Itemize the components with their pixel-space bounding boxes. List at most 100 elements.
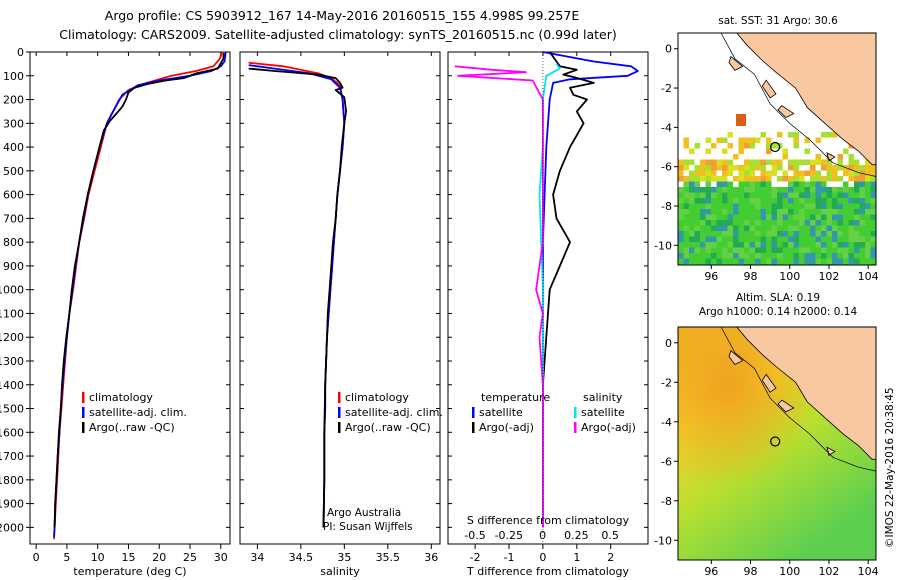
x-tick-label: 30: [214, 551, 228, 564]
difference-xlabel: T difference from climatology: [466, 565, 629, 578]
legend-label: climatology: [345, 391, 409, 404]
depth-tick-label: 1600: [0, 426, 24, 439]
x-tick-label: 20: [152, 551, 166, 564]
sst-map-title: sat. SST: 31 Argo: 30.6: [718, 15, 838, 27]
sst-hot-patch: [736, 114, 746, 126]
legend-header-temperature: temperature: [481, 391, 550, 404]
island: [777, 105, 795, 118]
legend-label: satellite-adj. clim.: [345, 406, 443, 419]
top-tick-label: -0.5: [464, 529, 485, 542]
depth-tick-label: 1300: [0, 355, 24, 368]
x-tick-label: 15: [121, 551, 135, 564]
map-y-tick-label: -6: [661, 455, 672, 468]
map-y-tick-label: 0: [665, 337, 672, 350]
map-y-tick-label: -6: [661, 161, 672, 174]
map-x-tick-label: 96: [704, 270, 718, 283]
x-tick-label: 25: [183, 551, 197, 564]
map-y-tick-label: -8: [661, 495, 672, 508]
salinity-panel-frame: [239, 51, 441, 545]
depth-tick-label: 1100: [0, 307, 24, 320]
map-y-tick-label: 0: [665, 43, 672, 56]
series-line-2-1: [542, 51, 595, 528]
legend-swatch: [338, 392, 341, 403]
sla-map: [678, 327, 876, 560]
legend-label: satellite: [581, 406, 625, 419]
depth-tick-label: 1900: [0, 498, 24, 511]
legend-label: Argo(..raw -QC): [345, 421, 431, 434]
credit-text: ©IMOS 22-May-2016 20:38:45: [884, 387, 896, 548]
x-tick-label: 34: [250, 551, 264, 564]
map-x-tick-label: 98: [744, 270, 758, 283]
x-tick-label: 34.5: [289, 551, 314, 564]
depth-tick-label: 400: [3, 141, 24, 154]
island: [761, 373, 777, 393]
title-line1: Argo profile: CS 5903912_167 14-May-2016…: [105, 8, 580, 23]
depth-tick-label: 800: [3, 236, 24, 249]
series-line-2-3: [454, 65, 544, 528]
map-y-tick-label: -10: [654, 239, 672, 252]
x-tick-label: 35.5: [376, 551, 401, 564]
map-y-tick-label: -2: [661, 376, 672, 389]
salinity-chart: 34 34.5 35 35.5 36 climatology satellite-adj. …: [240, 51, 443, 564]
map-x-tick-label: 100: [779, 270, 800, 283]
map-x-tick-label: 104: [858, 565, 879, 578]
x-tick-label: 2: [607, 551, 614, 564]
island: [777, 399, 795, 413]
salinity-xlabel: salinity: [320, 565, 360, 578]
legend-label: Argo(-adj): [581, 421, 636, 434]
island: [728, 55, 744, 71]
legend-swatch: [472, 407, 475, 418]
depth-tick-label: 300: [3, 117, 24, 130]
map-y-tick-label: -2: [661, 82, 672, 95]
map-x-tick-label: 102: [818, 270, 839, 283]
x-tick-label: 0: [33, 551, 40, 564]
temperature-chart: 0 5 10 15 20 25 30 climatology satellite-adj. cl…: [30, 51, 230, 564]
land-mass: [736, 327, 876, 460]
depth-tick-label: 0: [17, 46, 24, 59]
legend-swatch: [82, 392, 85, 403]
difference-top-label: S difference from climatology: [467, 514, 630, 527]
legend-swatch: [574, 407, 577, 418]
depth-tick-label: 200: [3, 94, 24, 107]
depth-tick-label: 2000: [0, 521, 24, 534]
depth-tick-label: 500: [3, 165, 24, 178]
temperature-panel-frame: [29, 51, 231, 545]
depth-tick-label: 1000: [0, 284, 24, 297]
annotation-line2: PI: Susan Wijffels: [323, 521, 413, 533]
profile-location-marker: [770, 141, 781, 153]
legend-header-salinity: salinity: [583, 391, 623, 404]
legend-label: satellite-adj. clim.: [89, 406, 187, 419]
legend-swatch: [574, 422, 577, 433]
legend-swatch: [82, 407, 85, 418]
profile-location-marker: [770, 436, 781, 447]
x-tick-label: 0: [539, 551, 546, 564]
depth-contour: [720, 327, 876, 472]
legend-swatch: [338, 407, 341, 418]
map-x-tick-label: 100: [779, 565, 800, 578]
top-tick-label: 0: [539, 529, 546, 542]
map-y-tick-label: -4: [661, 416, 672, 429]
depth-tick-label: 900: [3, 260, 24, 273]
map-x-tick-label: 98: [744, 565, 758, 578]
x-tick-label: 36: [424, 551, 438, 564]
series-line-1-2: [248, 67, 348, 528]
depth-axis: 0 100 200 300 400 500 600 700 800 900 1000 1100 1200…: [0, 46, 30, 534]
map-y-tick-label: -8: [661, 200, 672, 213]
x-tick-label: 35: [337, 551, 351, 564]
title-line2: Climatology: CARS2009. Satellite-adjuste…: [59, 27, 616, 42]
map-x-tick-label: 104: [858, 270, 879, 283]
x-tick-label: 1: [573, 551, 580, 564]
legend-swatch: [472, 422, 475, 433]
depth-tick-label: 700: [3, 212, 24, 225]
top-tick-label: 0.25: [564, 529, 589, 542]
x-tick-label: -1: [504, 551, 515, 564]
annotation-line1: Argo Australia: [327, 507, 401, 519]
legend-label: Argo(..raw -QC): [89, 421, 175, 434]
legend-label: climatology: [89, 391, 153, 404]
map-x-tick-label: 96: [704, 565, 718, 578]
sla-map-title: Altim. SLA: 0.19: [736, 292, 820, 304]
depth-tick-label: 1500: [0, 403, 24, 416]
depth-tick-label: 600: [3, 189, 24, 202]
depth-tick-label: 1400: [0, 379, 24, 392]
